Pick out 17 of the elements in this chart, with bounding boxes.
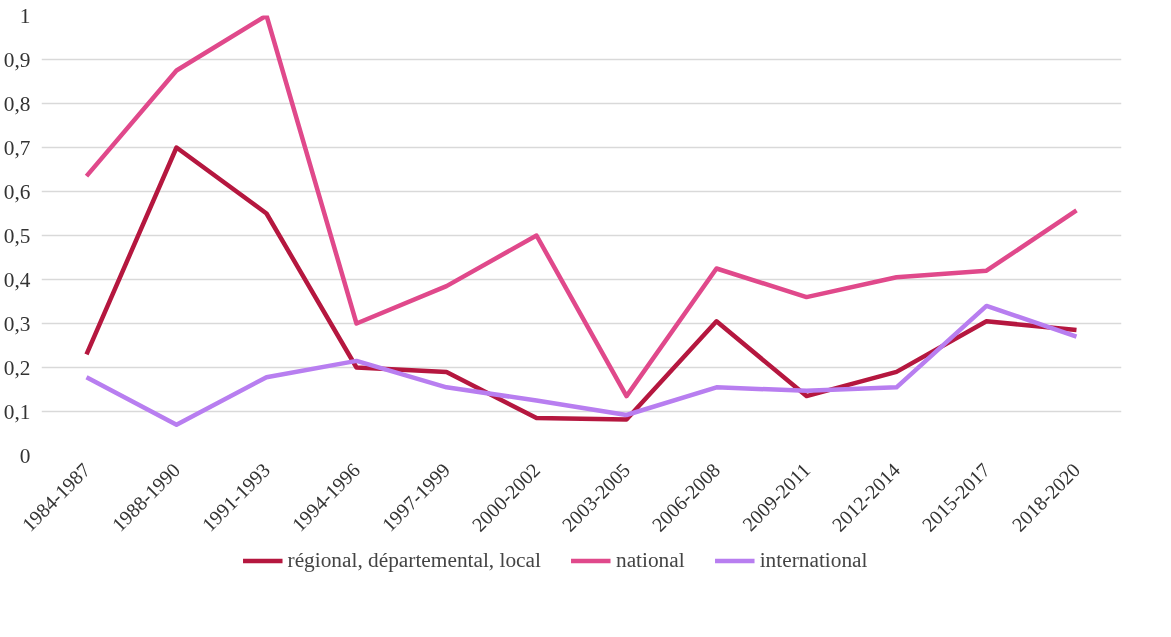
line-series [84,303,1079,427]
legend-label: national [615,547,685,573]
legend-label: régional, départemental, local [287,547,541,573]
line-series [84,15,1079,399]
line-series [84,145,1079,422]
y-tick-label: 0,6 [3,179,31,204]
y-tick-label: 0,7 [3,135,31,160]
y-tick-label: 0,3 [3,311,31,336]
y-tick-label: 0,5 [3,223,31,248]
y-tick-label: 0,8 [3,91,31,116]
legend-label: international [759,547,868,573]
y-tick-label: 0,4 [3,267,31,292]
y-tick-label: 0,9 [3,47,31,72]
y-tick-label: 0,1 [3,399,31,424]
y-tick-label: 0 [19,443,31,468]
y-tick-label: 1 [19,3,31,28]
y-tick-label: 0,2 [3,355,31,380]
